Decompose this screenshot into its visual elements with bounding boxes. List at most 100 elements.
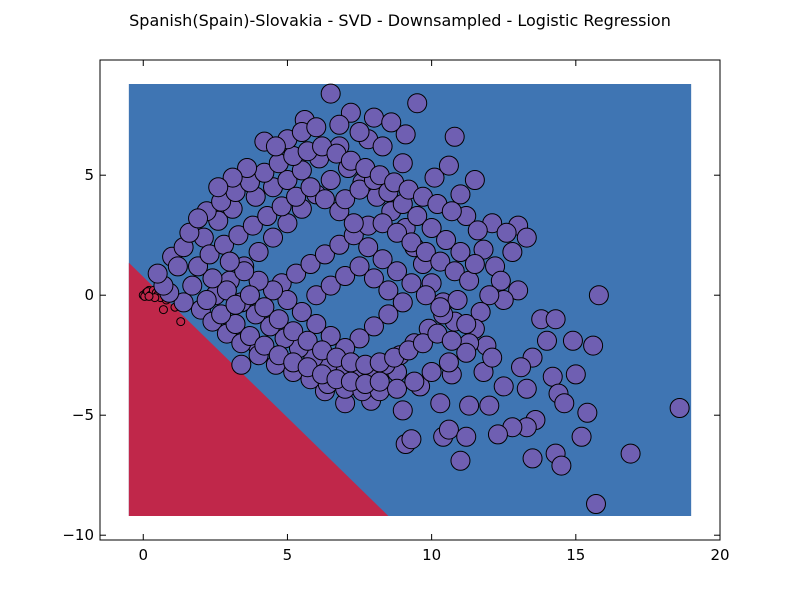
data-point-class_1 (314, 244, 335, 265)
data-point-class_1 (508, 280, 529, 301)
axis-ticks: 0 5 10 15 20 −10 −5 0 5 (62, 60, 730, 564)
data-point-class_1 (401, 429, 422, 450)
data-point-class_1 (363, 268, 384, 289)
data-point-class_1 (450, 242, 471, 262)
data-point-class_1 (277, 213, 298, 234)
data-point-class_1 (239, 326, 260, 346)
data-point-class_1 (254, 335, 275, 356)
data-point-class_1 (147, 263, 168, 284)
data-point-class_1 (387, 222, 408, 243)
data-point-class_1 (516, 227, 537, 248)
data-point-class_1 (363, 107, 384, 128)
data-point-class_1 (620, 443, 641, 464)
data-point-class_1 (387, 261, 408, 282)
data-point-class_1 (571, 426, 592, 447)
data-point-class_1 (479, 285, 500, 306)
data-point-class_1 (231, 354, 252, 375)
data-point-class_1 (583, 335, 604, 356)
data-point-class_1 (320, 275, 341, 296)
data-point-class_1 (239, 285, 260, 306)
data-point-class_1 (300, 177, 321, 198)
data-point-class_1 (335, 189, 356, 210)
data-point-class_1 (378, 304, 399, 325)
data-point-class_1 (363, 316, 384, 337)
data-point-class_1 (306, 285, 327, 306)
data-point-class_1 (283, 321, 304, 342)
data-point-class_1 (415, 242, 436, 262)
data-point-class_1 (444, 126, 465, 147)
data-point-class_1 (392, 292, 413, 313)
data-point-class_1 (542, 366, 563, 387)
data-point-class_1 (225, 294, 246, 315)
data-point-class_1 (369, 371, 390, 392)
y-tick-label: 0 (84, 286, 94, 304)
data-point-class_1 (219, 251, 240, 272)
data-point-class_1 (358, 237, 379, 258)
data-point-class_1 (263, 227, 284, 248)
data-point-class_1 (456, 426, 477, 447)
data-point-class_1 (202, 268, 223, 289)
data-point-class_1 (234, 261, 255, 282)
data-point-class_0 (158, 305, 168, 315)
data-point-class_1 (167, 256, 188, 277)
data-point-class_1 (511, 357, 532, 378)
data-point-class_1 (588, 285, 609, 306)
data-point-class_1 (306, 314, 327, 334)
data-point-class_1 (372, 249, 393, 270)
data-point-class_1 (196, 290, 217, 310)
data-point-class_1 (436, 230, 457, 250)
data-point-class_1 (329, 114, 350, 135)
data-point-class_1 (430, 393, 451, 414)
data-point-class_1 (222, 167, 243, 188)
data-point-class_1 (248, 242, 269, 262)
data-point-class_1 (522, 448, 543, 469)
data-point-class_1 (421, 218, 442, 238)
data-point-class_1 (271, 196, 292, 217)
data-point-class_1 (228, 225, 249, 246)
data-point-class_1 (669, 398, 690, 418)
data-point-class_1 (173, 292, 194, 313)
data-point-class_1 (401, 273, 422, 294)
data-point-class_1 (254, 297, 275, 318)
data-point-class_1 (412, 333, 433, 354)
data-point-class_1 (450, 184, 471, 205)
data-point-class_1 (349, 328, 370, 349)
data-point-class_1 (545, 309, 566, 330)
data-point-class_1 (277, 170, 298, 190)
data-point-class_1 (464, 170, 485, 190)
data-point-class_1 (456, 314, 477, 334)
region-class-0 (128, 262, 389, 516)
data-point-class_1 (401, 232, 422, 253)
x-tick-label: 0 (138, 546, 148, 564)
data-point-class_1 (372, 213, 393, 234)
data-point-class_1 (424, 167, 445, 188)
data-point-class_1 (438, 155, 459, 176)
data-point-class_1 (349, 122, 370, 142)
data-point-class_1 (421, 362, 442, 382)
y-tick-label: −10 (62, 526, 94, 544)
data-point-class_1 (479, 395, 500, 416)
data-point-class_1 (516, 378, 537, 399)
data-point-class_1 (490, 270, 511, 291)
data-point-class_0 (144, 291, 154, 301)
data-point-class_1 (242, 215, 263, 236)
data-point-class_1 (387, 378, 408, 399)
data-point-class_1 (456, 342, 477, 363)
data-point-class_1 (208, 177, 229, 198)
data-point-class_1 (447, 290, 468, 310)
data-point-class_1 (335, 266, 356, 286)
chart-title: Spanish(Spain)-Slovakia - SVD - Downsamp… (129, 11, 671, 30)
data-point-class_1 (268, 309, 289, 330)
data-point-class_1 (438, 419, 459, 440)
data-point-class_1 (459, 395, 480, 416)
data-point-class_1 (404, 371, 425, 392)
data-point-class_1 (286, 263, 307, 284)
data-point-class_1 (306, 117, 327, 138)
y-tick-label: −5 (72, 406, 94, 424)
data-point-class_1 (586, 494, 606, 514)
data-point-class_1 (430, 251, 451, 272)
data-point-class_1 (182, 275, 203, 296)
data-point-class_1 (392, 400, 413, 421)
data-point-class_1 (300, 254, 321, 274)
